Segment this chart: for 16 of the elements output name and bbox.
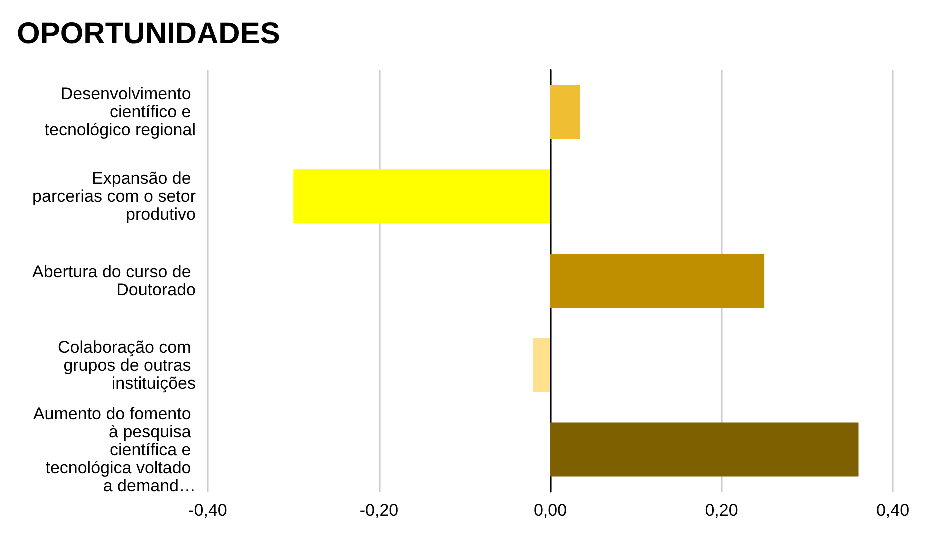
y-tick-label: Aumento do fomento à pesquisa científica e tecnológica voltado a demand… [33,404,196,496]
bar [533,338,550,392]
y-tick-label: Desenvolvimento científico e tecnológico regional [44,84,196,140]
bar [550,422,859,477]
x-tick-label: -0,40 [188,501,228,520]
x-tick-label: 0,00 [534,501,568,520]
y-tick-label: Colaboração com grupos de outras instituições [58,338,196,393]
chart-title: OPORTUNIDADES [17,18,280,50]
y-tick-label: Expansão de parcerias com o setor produtivo [32,169,196,224]
x-tick-label: 0,20 [705,501,738,520]
x-tick-label: -0,20 [360,501,399,520]
bar [294,170,550,224]
bar [550,85,580,140]
bar [550,254,765,308]
y-tick-label: Abertura do curso de Doutorado [32,262,196,300]
x-tick-label: 0,40 [876,501,910,520]
